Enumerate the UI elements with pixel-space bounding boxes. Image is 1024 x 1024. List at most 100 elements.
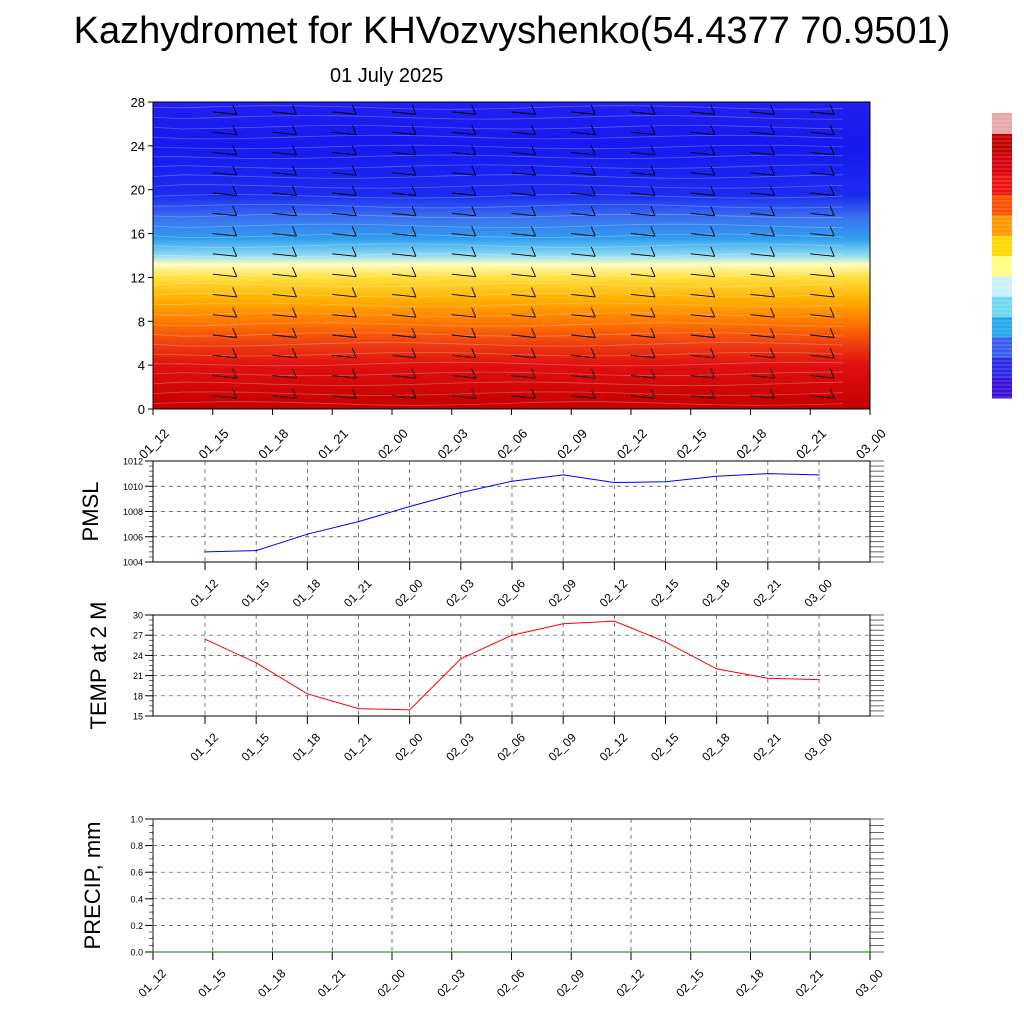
y-tick-label: 21 — [133, 671, 143, 681]
data-point — [511, 634, 513, 636]
wind-barb-feather — [531, 226, 536, 237]
y-tick-label: 0.4 — [130, 894, 143, 904]
wind-barb-feather — [471, 368, 477, 379]
x-tick-label: 02_18 — [699, 576, 733, 610]
wind-barb — [750, 192, 775, 196]
data-point — [152, 951, 154, 953]
wind-barb — [332, 314, 357, 318]
wind-barb — [272, 334, 297, 338]
wind-barb-feather — [351, 246, 357, 257]
wind-barb-feather — [650, 246, 656, 257]
wind-barb-feather — [650, 226, 656, 237]
x-tick-label: 02_06 — [494, 576, 528, 610]
wind-barb — [332, 395, 357, 399]
wind-barb-feather — [232, 206, 238, 216]
wind-barb — [451, 131, 476, 136]
data-point — [767, 677, 769, 679]
wind-barb-feather — [411, 206, 417, 216]
wind-barb — [750, 293, 775, 298]
wind-barb — [810, 253, 835, 257]
wind-barb-feather — [471, 226, 477, 237]
wind-barb-feather — [351, 145, 357, 156]
data-point — [570, 951, 572, 953]
wind-barb — [571, 172, 596, 176]
wind-barb — [332, 192, 357, 196]
wind-barb — [511, 314, 536, 318]
wind-barb-feather — [829, 165, 835, 176]
wind-barb — [630, 395, 656, 399]
wind-barb-feather — [531, 307, 536, 318]
wind-barb-feather — [411, 287, 417, 298]
wind-barb — [630, 314, 656, 318]
y-tick-label: 8 — [138, 314, 145, 329]
data-point — [630, 951, 632, 953]
wind-barb-feather — [590, 246, 596, 257]
wind-barb — [511, 111, 536, 115]
wind-barb-feather — [650, 368, 656, 379]
x-tick-label: 02_21 — [793, 426, 829, 462]
wind-barb-feather — [232, 226, 238, 237]
wind-barb — [212, 253, 237, 257]
wind-barb — [750, 151, 775, 156]
wind-barb — [391, 314, 417, 318]
y-tick-label: 1006 — [123, 532, 143, 542]
wind-barb-feather — [650, 287, 656, 298]
wind-barb-feather — [829, 327, 835, 338]
x-tick-label: 02_15 — [673, 966, 707, 1000]
wind-barb-feather — [351, 388, 357, 399]
wind-barb-feather — [411, 327, 417, 338]
y-tick-label: 1008 — [123, 507, 143, 517]
wind-barb — [391, 192, 417, 196]
wind-barb-feather — [829, 145, 835, 156]
wind-barb-feather — [471, 287, 477, 298]
wind-barb — [630, 273, 656, 278]
wind-barb-feather — [232, 185, 238, 196]
wind-barb-feather — [531, 266, 536, 277]
wind-barb — [511, 233, 536, 237]
wind-barb — [511, 293, 536, 298]
data-point — [255, 662, 257, 664]
wind-barb — [571, 131, 596, 136]
wind-barb — [511, 151, 536, 156]
colorbar-swatch — [992, 153, 1012, 175]
wind-barb — [750, 354, 775, 359]
wind-barb-feather — [292, 246, 297, 257]
wind-barb — [630, 375, 656, 379]
wind-barb — [511, 375, 536, 379]
wind-barb-feather — [650, 104, 656, 115]
x-tick-label: 02_06 — [494, 966, 528, 1000]
wind-barb-feather — [590, 226, 596, 237]
wind-barb — [451, 172, 476, 176]
wind-barb — [810, 151, 835, 156]
wind-barb — [630, 212, 656, 217]
wind-barb — [630, 151, 656, 156]
wind-barb — [810, 273, 835, 278]
wind-barb — [690, 172, 715, 176]
wind-barb-feather — [770, 287, 775, 298]
y-axis-label: PRECIP, mm — [80, 822, 105, 950]
wind-barb — [571, 334, 596, 338]
wind-barb-feather — [531, 124, 536, 135]
wind-barb — [571, 253, 596, 257]
colorbar — [992, 113, 1012, 399]
wind-barb-feather — [232, 287, 238, 298]
wind-barb — [332, 273, 357, 278]
x-tick-label: 01_18 — [255, 426, 291, 462]
x-tick-label: 02_00 — [374, 966, 408, 1000]
wind-barb-feather — [471, 327, 477, 338]
wind-barb — [571, 314, 596, 318]
wind-barb — [690, 354, 715, 359]
wind-barb — [391, 172, 417, 176]
data-point — [511, 480, 513, 482]
wind-barb-feather — [292, 145, 297, 156]
y-tick-label: 1010 — [123, 482, 143, 492]
wind-barb-feather — [770, 307, 775, 318]
wind-barb — [571, 151, 596, 156]
y-tick-label: 30 — [133, 611, 143, 621]
wind-barb-feather — [770, 165, 775, 176]
wind-barb — [630, 192, 656, 196]
wind-barb — [272, 293, 297, 298]
wind-barb-feather — [770, 145, 775, 156]
x-tick-label: 01_15 — [195, 426, 231, 462]
x-tick-label: 02_06 — [494, 730, 528, 764]
